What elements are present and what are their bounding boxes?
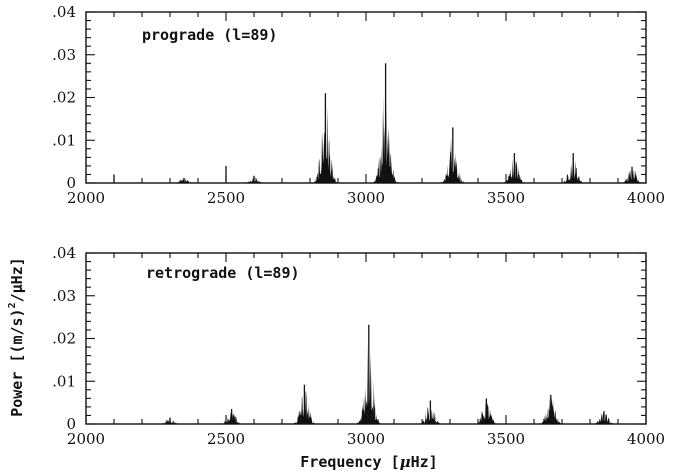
x-tick-label: 2000 (67, 430, 105, 448)
x-axis-title: Frequency [μHz] (300, 453, 437, 471)
y-tick-label: .04 (52, 3, 76, 21)
x-tick-label: 3500 (487, 189, 525, 207)
x-tick-label: 4000 (627, 430, 665, 448)
x-tick-label: 3000 (347, 189, 385, 207)
y-tick-label: .01 (52, 131, 76, 149)
y-tick-label: 0 (66, 174, 76, 192)
x-tick-label: 3500 (487, 430, 525, 448)
spectrum-trace (86, 341, 646, 424)
x-tick-label: 4000 (627, 189, 665, 207)
y-tick-label: .03 (52, 287, 76, 305)
panel-label: retrograde (l=89) (146, 264, 300, 282)
y-axis-title: Power [(m/s)2/μHz] (7, 257, 26, 417)
x-axis-mu: μ (400, 453, 411, 471)
y-tick-label: 0 (66, 415, 76, 433)
prograde-panel: 2000 2500 3000 3500 4000 0 .01 .02 .03 .04 prograd… (52, 3, 665, 207)
panel-label: prograde (l=89) (142, 26, 277, 44)
x-tick-label: 2000 (67, 189, 105, 207)
y-tick-label: .02 (52, 89, 76, 107)
y-axis-superscript: 2 (7, 302, 18, 308)
spectrum-trace (86, 94, 646, 183)
y-tick-label: .03 (52, 46, 76, 64)
y-tick-label: .04 (52, 244, 76, 262)
retrograde-panel: 2000 2500 3000 3500 4000 0 .01 .02 .03 .04 retrogr… (52, 244, 665, 448)
x-tick-label: 2500 (207, 189, 245, 207)
x-tick-label: 2500 (207, 430, 245, 448)
y-tick-label: .02 (52, 330, 76, 348)
x-tick-label: 3000 (347, 430, 385, 448)
y-tick-label: .01 (52, 372, 76, 390)
